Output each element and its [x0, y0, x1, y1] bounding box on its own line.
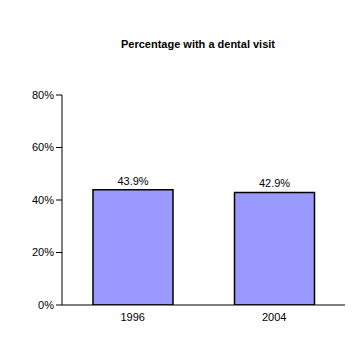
html-text:Percentage with a dental visit: Percentage with a dental visit [121, 38, 275, 50]
svg-text:60%: 60% [32, 141, 54, 153]
svg-text:1996: 1996 [121, 311, 145, 323]
svg-text:0%: 0% [38, 299, 54, 311]
svg-text:40%: 40% [32, 194, 54, 206]
svg-text:20%: 20% [32, 246, 54, 258]
svg-text:80%: 80% [32, 89, 54, 101]
svg-text:42.9%: 42.9% [259, 177, 290, 189]
svg-text:2004: 2004 [262, 311, 286, 323]
svg-text:43.9%: 43.9% [117, 175, 148, 187]
